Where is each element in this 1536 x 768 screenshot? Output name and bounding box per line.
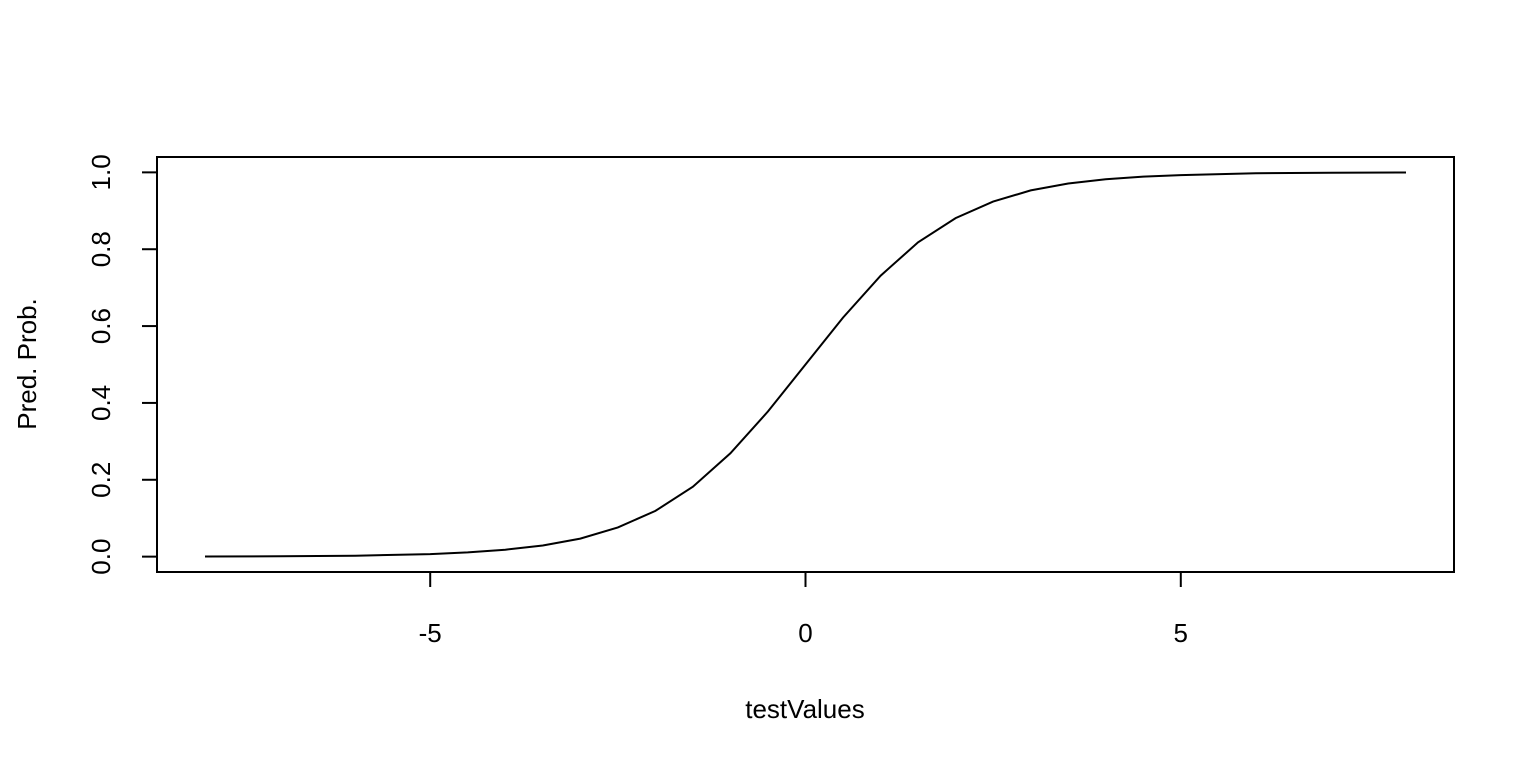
x-tick-label: 0 — [798, 618, 812, 648]
y-tick-label: 0.6 — [86, 308, 116, 344]
y-tick-label: 0.2 — [86, 462, 116, 498]
x-tick-label: 5 — [1174, 618, 1188, 648]
y-axis: 0.0 0.2 0.4 0.6 0.8 1.0 — [86, 154, 158, 575]
x-axis-label: testValues — [745, 694, 864, 724]
series-line — [204, 171, 1407, 558]
y-tick-label: 0.4 — [86, 385, 116, 421]
x-tick-label: -5 — [419, 618, 442, 648]
y-axis-label: Pred. Prob. — [12, 298, 42, 430]
x-axis: -5 0 5 — [419, 571, 1188, 648]
y-tick-label: 0.8 — [86, 231, 116, 267]
y-tick-label: 1.0 — [86, 154, 116, 190]
y-tick-label: 0.0 — [86, 539, 116, 575]
